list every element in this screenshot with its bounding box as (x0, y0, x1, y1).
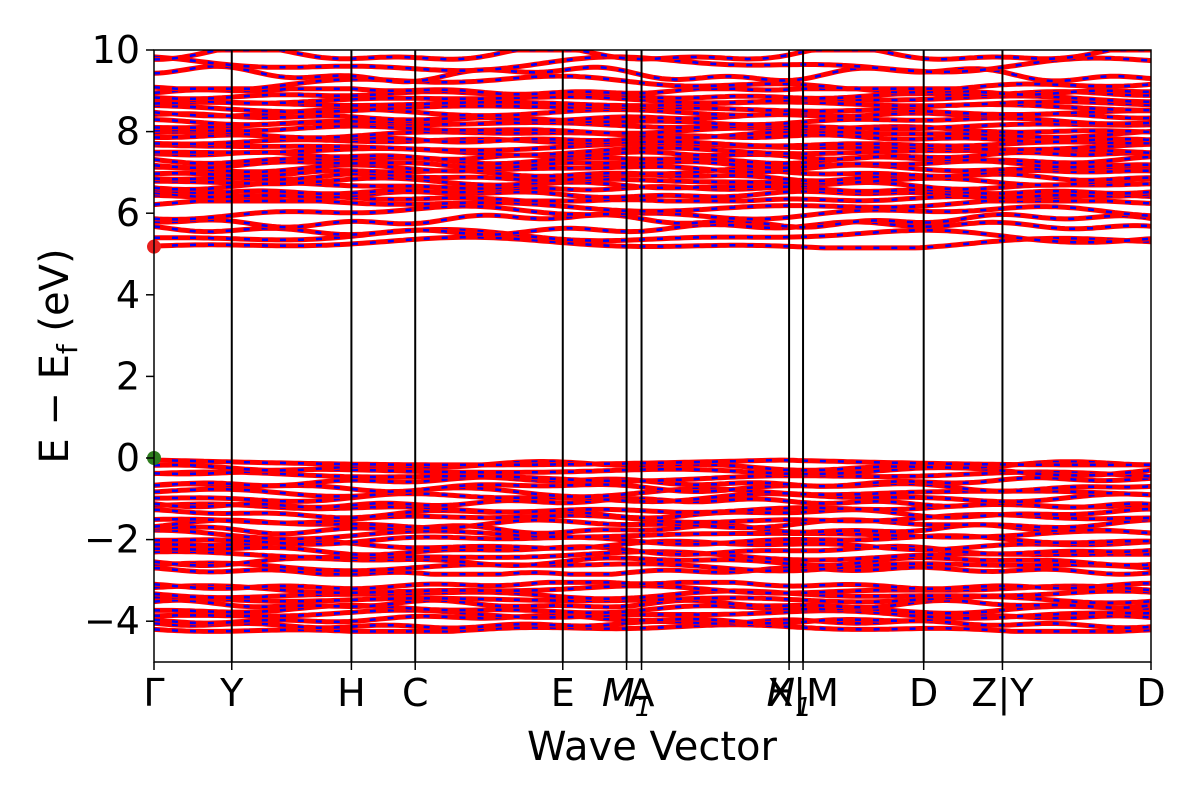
x-tick-label-5: M1 (602, 671, 651, 723)
x-tick-label-8: X|M (767, 671, 839, 716)
band-line-overlay-26 (154, 482, 1151, 493)
band-line-overlay-24 (154, 492, 1151, 503)
y-tick-label-3: 2 (116, 354, 140, 398)
band-lines (154, 50, 1151, 634)
band-line-overlay-35 (154, 213, 1151, 229)
band-line-overlay-33 (154, 228, 1151, 244)
band-line-overlay-1 (154, 618, 1151, 630)
band-line-overlay-34 (154, 220, 1151, 236)
band-line-overlay-66 (154, 55, 1151, 74)
band-line-overlay-36 (154, 204, 1151, 221)
x-tick-label-0: Γ (143, 671, 164, 715)
x-axis-label: Wave Vector (527, 724, 778, 770)
band-line-overlay-30 (154, 460, 1151, 472)
y-tick-label-2: 0 (116, 436, 140, 480)
band-line-overlay-67 (154, 50, 1151, 61)
band-line-overlay-14 (154, 545, 1151, 557)
band-line-overlay-10 (154, 566, 1151, 576)
band-line-overlay-21 (154, 507, 1151, 520)
band-line-overlay-37 (154, 199, 1151, 213)
y-tick-label-6: 8 (116, 110, 140, 154)
y-tick-label-7: 10 (92, 28, 140, 72)
x-tick-label-11: D (1136, 671, 1165, 715)
y-axis: −4 −2 0 2 4 6 8 10 (84, 28, 154, 643)
band-line-overlay-32 (154, 236, 1151, 250)
band-line-overlay-40 (154, 185, 1151, 196)
band-line-overlay-47 (154, 155, 1151, 165)
band-line-overlay-42 (154, 176, 1151, 187)
y-tick-label-5: 6 (116, 191, 140, 235)
band-line-overlay-17 (154, 528, 1151, 541)
band-line-overlay-64 (154, 74, 1151, 91)
x-axis: Γ Y H C E M1A H1X|M D Z|Y D (143, 662, 1166, 723)
x-tick-label-1: Y (219, 671, 244, 715)
band-line-overlay-39 (154, 190, 1151, 199)
band-line-overlay-54 (154, 124, 1151, 135)
x-tick-label-7: H1 (767, 671, 812, 723)
x-tick-label-3: C (402, 671, 429, 715)
band-line-overlay-53 (154, 130, 1151, 140)
band-line-overlay-11 (154, 561, 1151, 573)
band-line-overlay-28 (154, 470, 1151, 483)
kpoint-lines (230, 50, 1004, 662)
y-axis-label: E − Ef (eV) (32, 248, 84, 463)
band-line-overlay-3 (154, 608, 1151, 620)
band-line-overlay-8 (154, 584, 1151, 595)
band-line-overlay-45 (154, 163, 1151, 174)
band-line-overlay-27 (154, 476, 1151, 488)
band-line-overlay-9 (154, 581, 1151, 591)
band-line-overlay-63 (154, 87, 1151, 96)
band-line-overlay-65 (154, 65, 1151, 83)
x-tick-label-9: D (909, 671, 938, 715)
band-line-overlay-15 (154, 539, 1151, 551)
y-tick-label-0: −4 (84, 599, 140, 643)
y-tick-label-1: −2 (84, 518, 140, 562)
band-line-overlay-48 (154, 150, 1151, 161)
x-tick-label-6: A (629, 671, 655, 715)
x-tick-label-2: H (337, 671, 366, 715)
band-line-overlay-23 (154, 497, 1151, 509)
x-tick-label-4: E (551, 671, 575, 715)
band-line-overlay-41 (154, 180, 1151, 191)
plot-frame (153, 49, 1152, 663)
band-line-overlay-31 (154, 458, 1151, 467)
band-line-overlay-5 (154, 599, 1151, 609)
band-line-overlay-60 (154, 100, 1151, 108)
band-line-overlay-44 (154, 167, 1151, 178)
y-tick-label-4: 4 (116, 273, 140, 317)
band-line-overlay-50 (154, 142, 1151, 152)
x-tick-label-10: Z|Y (971, 671, 1034, 716)
